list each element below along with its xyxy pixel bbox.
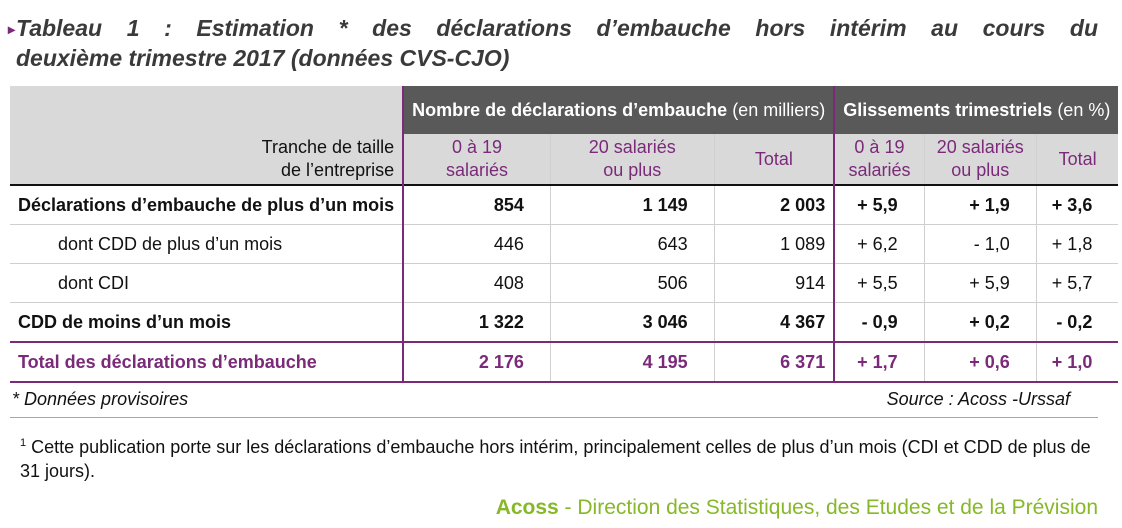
table-cell: 1 089 (713, 224, 835, 264)
sub-header-line: salariés (848, 160, 911, 180)
table-cell: 506 (549, 263, 715, 303)
table-cell: 4 195 (549, 341, 715, 383)
bullet-arrow-icon: ▸ (8, 21, 16, 37)
table-row: Déclarations d’embauche de plus d’un moi… (10, 184, 1119, 225)
row-label: dont CDD de plus d’un mois (10, 224, 404, 264)
table-cell: + 0,6 (923, 341, 1037, 383)
publisher-org: Acoss (495, 496, 559, 519)
table-cell: 2 003 (713, 184, 835, 225)
table-row-total: Total des déclarations d’embauche 2 176 … (10, 341, 1119, 383)
sub-header: 0 à 19 salariés (833, 134, 925, 185)
table-cell: + 1,8 (1035, 224, 1119, 264)
footnote-text: Cette publication porte sur les déclarat… (20, 437, 1091, 481)
table-cell: + 5,9 (923, 263, 1037, 303)
group-header-volumes: Nombre de déclarations d’embauche (en mi… (402, 86, 835, 134)
group-header-growth-bold: Glissements trimestriels (843, 100, 1053, 120)
table-cell: + 5,5 (833, 263, 925, 303)
table-cell: + 3,6 (1035, 184, 1119, 225)
size-class-label-line-2: de l’entreprise (281, 160, 395, 180)
group-header-volumes-bold: Nombre de déclarations d’embauche (412, 100, 728, 120)
sub-header: 20 salariés ou plus (549, 134, 715, 185)
table-cell: + 0,2 (923, 302, 1037, 342)
row-label: Déclarations d’embauche de plus d’un moi… (10, 184, 404, 225)
row-label: dont CDI (10, 263, 404, 303)
footnote-marker: 1 (20, 437, 27, 449)
table-cell: 6 371 (713, 341, 835, 383)
sub-header-line: Total (754, 148, 793, 169)
row-label: CDD de moins d’un mois (10, 302, 404, 342)
group-header-row: Nombre de déclarations d’embauche (en mi… (10, 86, 1119, 134)
table-cell: 1 322 (402, 302, 551, 342)
footnote: 1 Cette publication porte sur les déclar… (20, 431, 1100, 483)
publisher-credit: Acoss - Direction des Statistiques, des … (496, 496, 1098, 520)
sub-header-line: 0 à 19 (451, 137, 503, 157)
table-cell: 914 (713, 263, 835, 303)
title-line-1: Tableau 1 : Estimation * des déclaration… (16, 15, 1098, 41)
sub-header: 0 à 19 salariés (402, 134, 551, 185)
table-cell: 3 046 (549, 302, 715, 342)
table-cell: - 1,0 (923, 224, 1037, 264)
group-header-volumes-unit: (en milliers) (727, 100, 826, 120)
table-row: dont CDD de plus d’un mois 446 643 1 089… (10, 224, 1119, 264)
table-cell: - 0,2 (1035, 302, 1119, 342)
table-cell: - 0,9 (833, 302, 925, 342)
table-cell: 446 (402, 224, 551, 264)
table-cell: + 5,9 (833, 184, 925, 225)
table-cell: 854 (402, 184, 551, 225)
divider (10, 417, 1098, 418)
sub-header-line: ou plus (951, 160, 1010, 180)
title-line-2: deuxième trimestre 2017 (données CVS-CJO… (16, 45, 510, 71)
group-header-growth-unit: (en %) (1052, 100, 1111, 120)
sub-header: Total (713, 134, 835, 185)
table-cell: + 5,7 (1035, 263, 1119, 303)
sub-header-line: salariés (445, 160, 509, 180)
table-title: ▸Tableau 1 : Estimation * des déclaratio… (8, 14, 1098, 73)
table-row: dont CDI 408 506 914 + 5,5 + 5,9 + 5,7 (10, 263, 1119, 303)
table-cell: + 1,9 (923, 184, 1037, 225)
table-cell: 643 (549, 224, 715, 264)
sub-header-line: 20 salariés (936, 137, 1024, 157)
sub-header-line: ou plus (603, 160, 662, 180)
table-cell: 408 (402, 263, 551, 303)
provisional-note: * Données provisoires (12, 389, 189, 409)
table-cell: 1 149 (549, 184, 715, 225)
sub-header-line: 0 à 19 (854, 137, 905, 157)
size-class-label: Tranche de taille de l’entreprise (10, 134, 404, 185)
sub-header: 20 salariés ou plus (923, 134, 1037, 185)
table-cell: 4 367 (713, 302, 835, 342)
table-cell: 2 176 (402, 341, 551, 383)
sub-header-line: Total (1058, 148, 1097, 169)
sub-header-row: Tranche de taille de l’entreprise 0 à 19… (10, 134, 1119, 185)
publisher-division: - Direction des Statistiques, des Etudes… (558, 496, 1098, 519)
source-note: Source : Acoss -Urssaf (886, 389, 1070, 409)
row-label: Total des déclarations d’embauche (10, 341, 404, 383)
size-class-label-line-1: Tranche de taille (261, 137, 395, 157)
table-cell: + 1,0 (1035, 341, 1119, 383)
sub-header-line: 20 salariés (588, 137, 676, 157)
table-cell: + 6,2 (833, 224, 925, 264)
table-row: CDD de moins d’un mois 1 322 3 046 4 367… (10, 302, 1119, 342)
sub-header: Total (1035, 134, 1119, 185)
group-header-growth: Glissements trimestriels (en %) (833, 86, 1119, 134)
corner-cell-top (10, 86, 404, 134)
hiring-table: Nombre de déclarations d’embauche (en mi… (10, 86, 1119, 383)
table-cell: + 1,7 (833, 341, 925, 383)
